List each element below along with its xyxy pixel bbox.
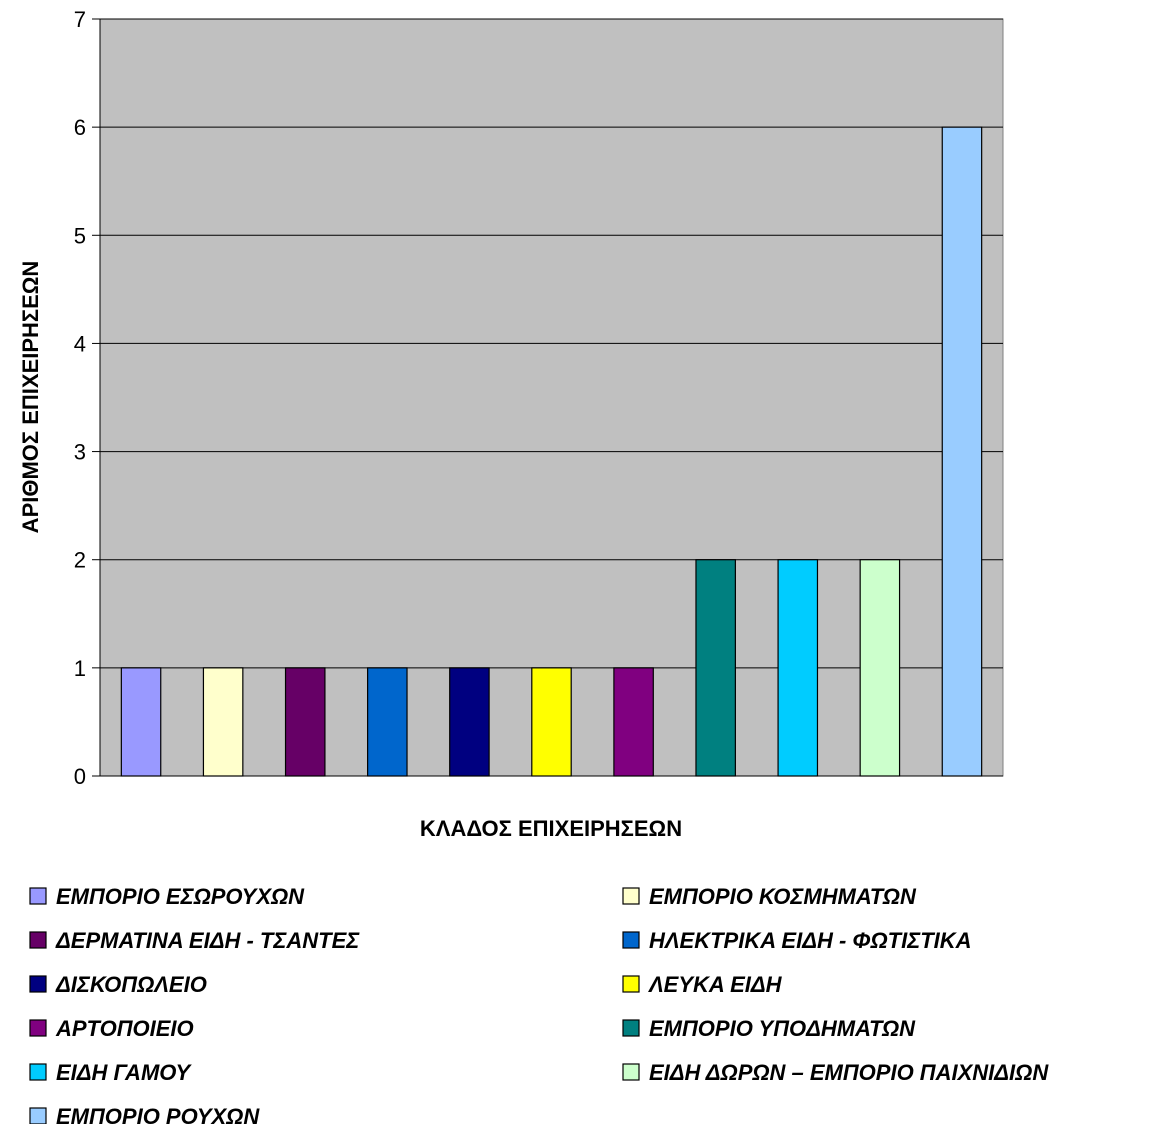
axes xyxy=(92,18,1003,777)
y-axis-title: ΑΡΙΘΜΟΣ ΕΠΙΧΕΙΡΗΣΕΩΝ xyxy=(18,261,43,534)
y-tick-label: 1 xyxy=(74,656,86,681)
legend-item: ΔΙΣΚΟΠΩΛΕΙΟ xyxy=(29,972,207,997)
legend-swatch xyxy=(622,931,640,949)
bar xyxy=(531,667,572,777)
y-tick-label: 2 xyxy=(74,548,86,573)
legend-item: ΑΡΤΟΠΟΙΕΙΟ xyxy=(29,1016,194,1041)
y-tick-label: 7 xyxy=(74,7,86,32)
y-tick-label: 3 xyxy=(74,440,86,465)
y-tick-label: 4 xyxy=(74,331,86,356)
legend-swatch xyxy=(29,1107,47,1124)
legend-label: ΔΙΣΚΟΠΩΛΕΙΟ xyxy=(55,972,207,997)
bar xyxy=(449,667,490,777)
bar xyxy=(695,559,736,777)
legend-label: ΕΙΔΗ ΔΩΡΩΝ – ΕΜΠΟΡΙΟ ΠΑΙΧΝΙΔΙΩΝ xyxy=(649,1060,1049,1085)
legend-item: ΕΜΠΟΡΙΟ ΚΟΣΜΗΜΑΤΩΝ xyxy=(622,884,917,909)
bar xyxy=(202,667,244,777)
legend-item: ΛΕΥΚΑ ΕΙΔΗ xyxy=(622,972,783,997)
legend-label: ΔΕΡΜΑΤΙΝΑ ΕΙΔΗ - ΤΣΑΝΤΕΣ xyxy=(55,928,360,953)
plot-area xyxy=(99,18,1004,777)
x-axis-title: ΚΛΑΔΟΣ ΕΠΙΧΕΙΡΗΣΕΩΝ xyxy=(420,816,682,841)
bar xyxy=(284,667,326,777)
bar xyxy=(120,667,162,777)
legend-swatch xyxy=(29,931,47,949)
legend-swatch xyxy=(622,1019,640,1037)
legend-item: ΕΙΔΗ ΔΩΡΩΝ – ΕΜΠΟΡΙΟ ΠΑΙΧΝΙΔΙΩΝ xyxy=(622,1060,1049,1085)
legend-label: ΕΜΠΟΡΙΟ ΕΣΩΡΟΥΧΩΝ xyxy=(56,884,305,909)
legend-swatch xyxy=(622,887,640,905)
y-tick-label: 6 xyxy=(74,115,86,140)
y-tick-label: 0 xyxy=(74,764,86,789)
legend-swatch xyxy=(29,1063,47,1081)
bar xyxy=(941,126,983,777)
legend-label: ΕΜΠΟΡΙΟ ΡΟΥΧΩΝ xyxy=(56,1104,260,1124)
legend-item: ΕΜΠΟΡΙΟ ΡΟΥΧΩΝ xyxy=(29,1104,260,1124)
legend-swatch xyxy=(29,887,47,905)
legend-swatch xyxy=(622,975,640,993)
bar xyxy=(613,667,654,777)
legend-item: ΔΕΡΜΑΤΙΝΑ ΕΙΔΗ - ΤΣΑΝΤΕΣ xyxy=(29,928,360,953)
legend-label: ΕΜΠΟΡΙΟ ΚΟΣΜΗΜΑΤΩΝ xyxy=(649,884,917,909)
legend: ΕΜΠΟΡΙΟ ΕΣΩΡΟΥΧΩΝ ΕΜΠΟΡΙΟ ΚΟΣΜΗΜΑΤΩΝ ΔΕΡΜΑ… xyxy=(29,884,1049,1124)
bars xyxy=(120,126,983,777)
gridlines xyxy=(100,18,1003,669)
bar xyxy=(367,667,408,777)
legend-item: ΕΜΠΟΡΙΟ ΥΠΟΔΗΜΑΤΩΝ xyxy=(622,1016,916,1041)
legend-swatch xyxy=(29,975,47,993)
y-tick-labels: 0 1 2 3 4 5 6 7 xyxy=(74,7,86,789)
legend-label: ΕΙΔΗ ΓΑΜΟΥ xyxy=(56,1060,193,1085)
legend-label: ΛΕΥΚΑ ΕΙΔΗ xyxy=(648,972,783,997)
y-tick-label: 5 xyxy=(74,223,86,248)
bar xyxy=(859,559,901,777)
legend-swatch xyxy=(29,1019,47,1037)
legend-item: ΕΙΔΗ ΓΑΜΟΥ xyxy=(29,1060,193,1085)
legend-item: ΕΜΠΟΡΙΟ ΕΣΩΡΟΥΧΩΝ xyxy=(29,884,305,909)
legend-label: ΗΛΕΚΤΡΙΚΑ ΕΙΔΗ - ΦΩΤΙΣΤΙΚΑ xyxy=(649,928,972,953)
legend-label: ΕΜΠΟΡΙΟ ΥΠΟΔΗΜΑΤΩΝ xyxy=(649,1016,916,1041)
legend-swatch xyxy=(622,1063,640,1081)
bar xyxy=(777,559,819,777)
legend-item: ΗΛΕΚΤΡΙΚΑ ΕΙΔΗ - ΦΩΤΙΣΤΙΚΑ xyxy=(622,928,972,953)
legend-label: ΑΡΤΟΠΟΙΕΙΟ xyxy=(55,1016,194,1041)
